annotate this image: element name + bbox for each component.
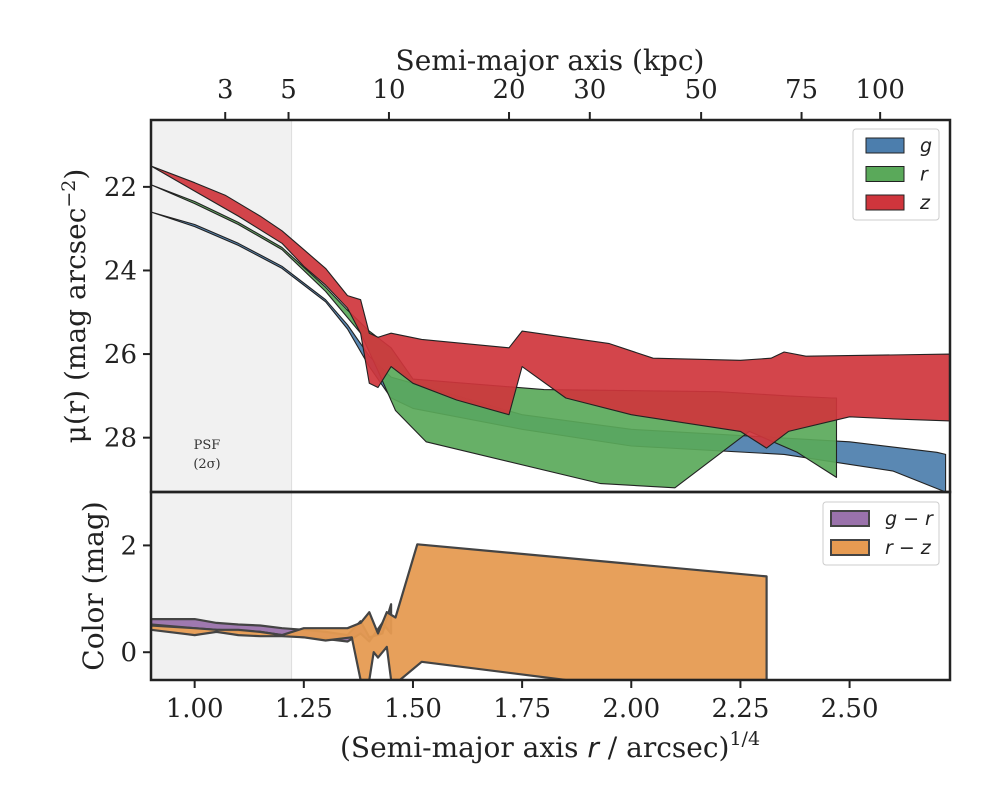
legend-swatch-gr [830,510,870,527]
bottom-x-tick-label: 2.50 [821,694,879,724]
psf-label-line2: (2σ) [193,457,220,472]
legend-swatch-rz [830,539,870,556]
bottom-y-axis-label: Color (mag) [77,501,110,670]
bottom-x-axis-label: (Semi-major axis r / arcsec)1/4 [340,728,760,764]
top-y-tick-label: 28 [104,424,137,454]
top-y-tick-label: 24 [104,256,137,286]
bottom-panel: 02 1.00 1.25 1.50 1.75 2.00 2.25 2.50 Color (m… [77,491,940,764]
psf-label-line1: PSF [194,438,221,453]
bottom-series-layer [151,543,768,680]
top-x-tick-label: 3 [217,75,234,105]
legend-label-g: g [920,135,932,157]
bottom-x-tick-label: 2.25 [711,694,769,724]
bottom-x-ticks: 1.00 1.25 1.50 1.75 2.00 2.25 2.50 [166,680,879,724]
top-x-tick-label: 50 [685,75,718,105]
top-y-axis-label: μ(r) (mag arcsec−2) [58,169,92,444]
band-rz-bot-series [151,543,768,680]
psf-shaded-region-bottom [150,491,293,681]
bottom-x-tick-label: 1.25 [275,694,333,724]
legend-label-z: z [919,192,931,214]
top-x-tick-label: 75 [785,75,818,105]
bottom-x-tick-label: 2.00 [602,694,660,724]
top-y-tick-label: 26 [104,340,137,370]
legend-swatch-g [865,137,905,154]
top-x-tick-label: 100 [855,75,905,105]
bottom-legend: g − r r − z [822,501,940,566]
legend-label-gr: g − r [885,508,934,530]
top-y-ticks: 22 24 26 28 [104,173,151,454]
bottom-y-tick-label: 2 [120,531,137,561]
top-x-tick-label: 20 [492,75,525,105]
legend-swatch-r [865,166,905,182]
top-x-tick-label: 5 [280,75,297,105]
bottom-y-ticks: 02 [120,531,151,668]
top-series-layer [151,165,950,492]
legend-label-rz: r − z [885,537,932,559]
bottom-y-tick-label: 0 [120,638,137,668]
legend-label-r: r [920,164,929,186]
bottom-x-tick-label: 1.00 [166,694,224,724]
band-z-top-series [151,165,950,449]
top-axis-title: Semi-major axis (kpc) [396,44,705,77]
top-x-tick-label: 10 [372,75,405,105]
bottom-panel-frame [149,490,952,682]
top-legend: grz [852,128,940,221]
bottom-x-tick-label: 1.75 [493,694,551,724]
top-panel: 22 24 26 28 3 5 10 20 30 50 75 100 PSF (2σ) Semi-m… [58,44,950,493]
top-y-tick-label: 22 [104,173,137,203]
band-g-top-series [151,211,947,492]
bottom-x-tick-label: 1.50 [384,694,442,724]
psf-shaded-region-top [150,119,293,493]
top-x-ticks: 3 5 10 20 30 50 75 100 [217,75,905,120]
top-x-tick-label: 30 [573,75,606,105]
legend-swatch-z [865,194,905,211]
